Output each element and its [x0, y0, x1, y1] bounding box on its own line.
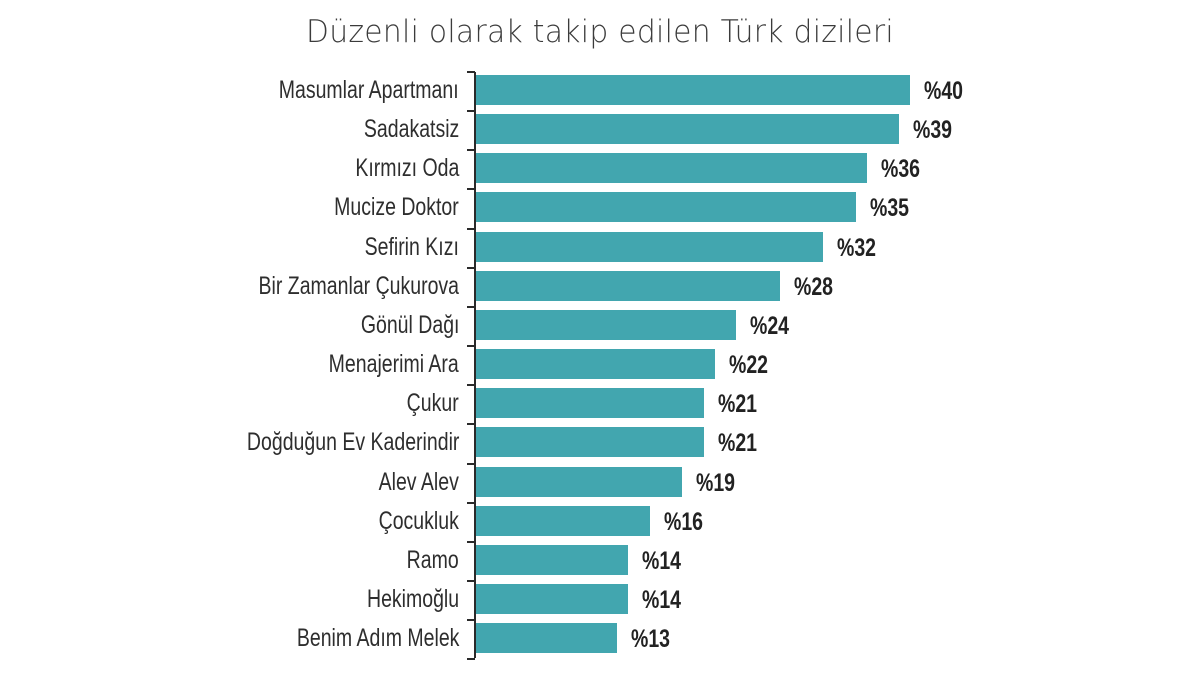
value-label: %21 — [718, 429, 758, 457]
category-label: Gönül Dağı — [360, 311, 459, 339]
bar — [476, 427, 704, 457]
bar-row: Gönül Dağı %24 — [0, 310, 1200, 340]
value-label: %36 — [881, 155, 921, 183]
bar-row: Menajerimi Ara %22 — [0, 349, 1200, 379]
category-label: Alev Alev — [378, 468, 459, 496]
value-label: %13 — [631, 625, 671, 653]
category-label: Menajerimi Ara — [328, 350, 459, 378]
y-axis-tick — [467, 149, 475, 151]
value-label: %21 — [718, 390, 758, 418]
value-label: %22 — [729, 351, 769, 379]
bar-row: Mucize Doktor %35 — [0, 192, 1200, 222]
category-label: Çukur — [406, 389, 459, 417]
y-axis-tick — [467, 110, 475, 112]
y-axis-tick — [467, 658, 475, 660]
value-label: %28 — [794, 273, 834, 301]
value-label: %39 — [913, 116, 953, 144]
y-axis-tick — [467, 463, 475, 465]
category-label: Çocukluk — [378, 507, 459, 535]
bar — [476, 192, 856, 222]
category-label: Bir Zamanlar Çukurova — [258, 272, 459, 300]
value-label: %16 — [664, 508, 704, 536]
bar-row: Alev Alev %19 — [0, 467, 1200, 497]
value-label: %14 — [642, 586, 682, 614]
bar — [476, 388, 704, 418]
y-axis-tick — [467, 228, 475, 230]
value-label: %40 — [924, 77, 964, 105]
category-label: Doğduğun Ev Kaderindir — [246, 428, 459, 456]
bar-row: Hekimoğlu %14 — [0, 584, 1200, 614]
y-axis-tick — [467, 267, 475, 269]
y-axis-tick — [467, 188, 475, 190]
y-axis-tick — [467, 541, 475, 543]
y-axis-tick — [467, 345, 475, 347]
bar — [476, 310, 736, 340]
bar-row: Çukur %21 — [0, 388, 1200, 418]
bar — [476, 75, 910, 105]
y-axis-tick — [467, 306, 475, 308]
bar-row: Sefirin Kızı %32 — [0, 232, 1200, 262]
bar-row: Doğduğun Ev Kaderindir %21 — [0, 427, 1200, 457]
category-label: Masumlar Apartmanı — [279, 76, 459, 104]
bar-row: Masumlar Apartmanı %40 — [0, 75, 1200, 105]
y-axis-tick — [467, 384, 475, 386]
bar — [476, 232, 823, 262]
value-label: %24 — [750, 312, 790, 340]
category-label: Mucize Doktor — [334, 193, 459, 221]
y-axis-tick — [467, 71, 475, 73]
value-label: %14 — [642, 547, 682, 575]
value-label: %19 — [696, 469, 736, 497]
bar — [476, 623, 617, 653]
category-label: Sefirin Kızı — [364, 233, 459, 261]
bar — [476, 506, 650, 536]
y-axis-tick — [467, 423, 475, 425]
bar — [476, 584, 628, 614]
bar-row: Benim Adım Melek %13 — [0, 623, 1200, 653]
bar-row: Bir Zamanlar Çukurova %28 — [0, 271, 1200, 301]
y-axis-line — [474, 72, 476, 658]
bar — [476, 467, 682, 497]
bar-row: Kırmızı Oda %36 — [0, 153, 1200, 183]
bar — [476, 271, 780, 301]
bar-row: Çocukluk %16 — [0, 506, 1200, 536]
chart-title: Düzenli olarak takip edilen Türk diziler… — [306, 14, 894, 50]
value-label: %32 — [837, 234, 877, 262]
y-axis-tick — [467, 580, 475, 582]
y-axis-tick — [467, 502, 475, 504]
category-label: Hekimoğlu — [366, 585, 459, 613]
category-label: Sadakatsiz — [363, 115, 459, 143]
y-axis-tick — [467, 619, 475, 621]
value-label: %35 — [870, 194, 910, 222]
bar-row: Sadakatsiz %39 — [0, 114, 1200, 144]
bar — [476, 153, 867, 183]
bar — [476, 114, 899, 144]
category-label: Benim Adım Melek — [296, 624, 459, 652]
bar — [476, 349, 715, 379]
bar-row: Ramo %14 — [0, 545, 1200, 575]
category-label: Ramo — [406, 546, 459, 574]
category-label: Kırmızı Oda — [354, 154, 459, 182]
bar — [476, 545, 628, 575]
